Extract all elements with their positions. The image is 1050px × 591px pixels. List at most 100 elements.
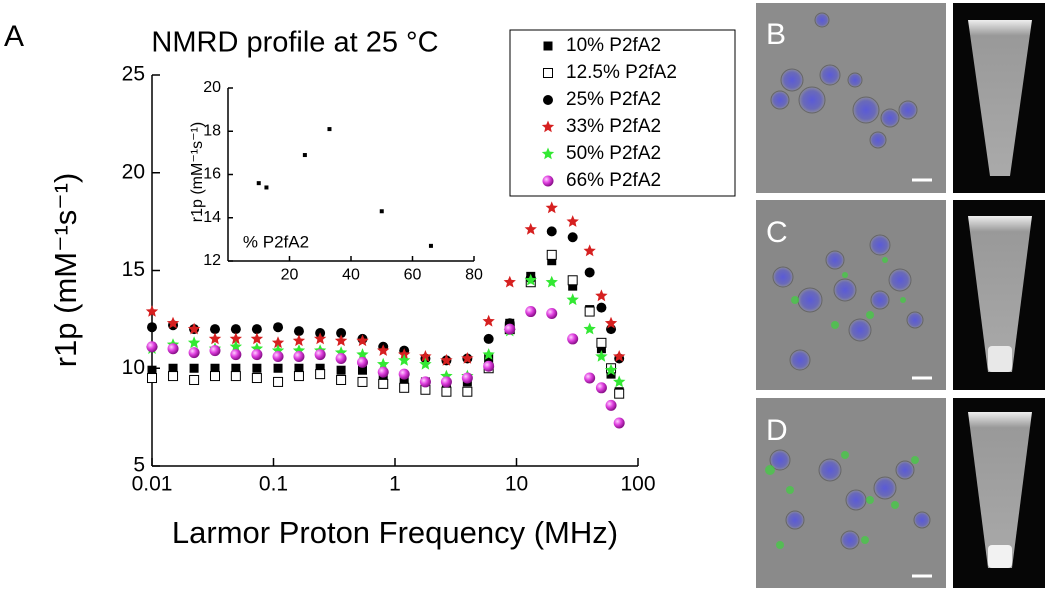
marker (292, 334, 306, 347)
marker (377, 344, 390, 356)
marker (273, 376, 284, 387)
y-tick-label: 20 (203, 79, 221, 96)
marker (583, 322, 596, 335)
marker (605, 399, 617, 411)
marker (168, 371, 179, 382)
marker (356, 348, 369, 360)
marker (168, 363, 178, 373)
marker (595, 350, 608, 362)
marker (399, 382, 410, 393)
x-tick-label: 0.01 (132, 472, 173, 495)
marker (584, 306, 595, 317)
y-tick-label: 10 (122, 356, 145, 379)
panel-label: C (766, 216, 788, 249)
marker (568, 281, 578, 291)
legend-label: 10% P2fA2 (566, 35, 661, 56)
marker (545, 201, 558, 214)
marker (293, 351, 305, 363)
marker (545, 275, 558, 288)
marker (503, 275, 516, 288)
legend-marker (541, 120, 555, 133)
y-axis-label: r1p (mM⁻¹s⁻¹) (48, 173, 83, 368)
marker (613, 350, 626, 362)
marker (546, 249, 557, 260)
point (256, 181, 261, 186)
legend-marker (541, 147, 555, 160)
marker (315, 363, 325, 373)
legend-marker (543, 41, 553, 51)
legend-marker (542, 175, 554, 187)
marker (147, 373, 157, 384)
marker (604, 316, 618, 329)
marker (524, 273, 537, 286)
legend-box (509, 29, 736, 197)
x-tick-label: 1 (389, 472, 401, 495)
marker (524, 222, 537, 235)
marker (147, 322, 157, 333)
marker (209, 324, 220, 335)
marker (271, 336, 285, 349)
marker (377, 357, 390, 370)
microscopy-panels (756, 3, 946, 588)
y-tick-label: 18 (203, 122, 221, 139)
marker (189, 374, 200, 385)
marker (356, 356, 368, 368)
marker (273, 322, 284, 333)
marker (398, 353, 411, 366)
marker (566, 293, 579, 306)
marker (583, 244, 596, 257)
marker (546, 226, 557, 237)
marker (357, 365, 367, 375)
mri-panels (953, 3, 1045, 588)
inset-x-label: % P2fA2 (243, 232, 309, 251)
marker (419, 357, 432, 370)
marker (188, 347, 200, 359)
marker (357, 376, 368, 387)
legend-marker (543, 68, 553, 78)
chart-title: NMRD profile at 25 °C (151, 27, 438, 59)
marker (210, 363, 220, 373)
marker (546, 308, 558, 320)
marker (483, 360, 495, 372)
point (428, 243, 433, 248)
marker (606, 369, 616, 379)
marker (336, 365, 346, 375)
marker (252, 363, 262, 373)
y-tick-label: 5 (133, 454, 145, 477)
marker (440, 376, 452, 388)
marker (231, 363, 241, 373)
marker (293, 371, 304, 382)
marker (336, 374, 347, 385)
marker (187, 322, 201, 335)
marker (584, 267, 595, 278)
marker (584, 372, 596, 384)
marker (525, 306, 537, 318)
marker (209, 345, 221, 357)
legend-label: 25% P2fA2 (566, 89, 661, 110)
marker (595, 289, 608, 302)
marker (230, 371, 241, 382)
marker (484, 353, 494, 363)
marker (462, 386, 473, 397)
marker (440, 353, 453, 366)
legend-label: 50% P2fA2 (566, 143, 661, 164)
marker (167, 343, 179, 355)
marker (251, 373, 262, 384)
x-tick-label: 40 (342, 267, 360, 284)
marker (230, 349, 242, 361)
legend-marker (543, 95, 553, 105)
marker (595, 382, 607, 394)
marker (229, 340, 242, 352)
marker (596, 344, 606, 354)
marker (483, 333, 494, 344)
y-tick-label: 25 (122, 63, 145, 86)
marker (567, 333, 579, 345)
marker (613, 417, 625, 429)
marker (399, 375, 409, 385)
legend-label: 33% P2fA2 (566, 116, 661, 137)
marker (614, 388, 625, 399)
point (379, 209, 384, 214)
marker (596, 302, 607, 313)
marker (208, 332, 222, 345)
